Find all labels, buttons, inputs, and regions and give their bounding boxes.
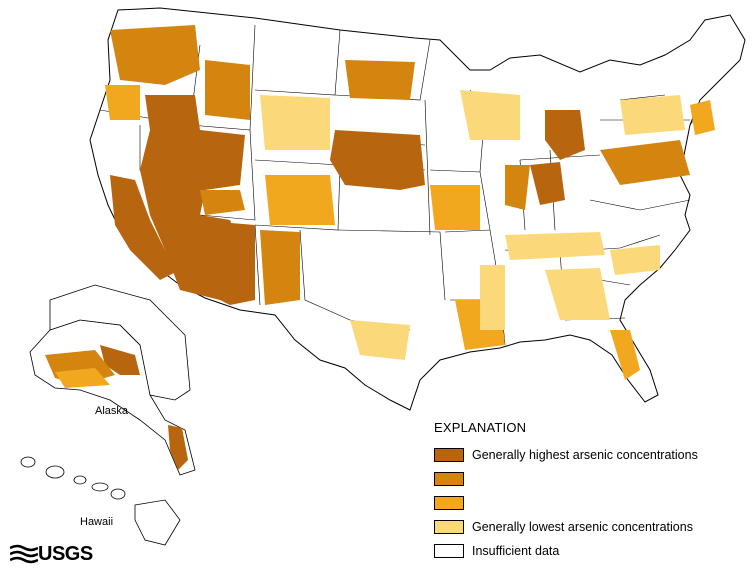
level-4-area-mississippi [480, 265, 505, 330]
legend-item-1: Generally highest arsenic concentrations [430, 443, 750, 467]
level-4-area-wisconsin [460, 90, 520, 140]
legend-title: EXPLANATION [434, 420, 527, 435]
level-1-area-california [110, 175, 180, 280]
legend-item-2 [430, 467, 750, 491]
level-4-area-newyork [620, 95, 685, 135]
level-2-area-dakota [345, 60, 415, 100]
legend-swatch-5 [434, 544, 464, 558]
level-4-area-georgia [545, 268, 610, 320]
level-4-area-kentucky [505, 232, 605, 260]
legend-swatch-4 [434, 520, 464, 534]
level-1-area-michigan [545, 110, 585, 160]
legend-item-3 [430, 491, 750, 515]
alaska-label: Alaska [95, 405, 129, 417]
level-3-area-newengland [690, 100, 715, 135]
usgs-logo: USGS [10, 543, 93, 565]
level-2-area-indiana [505, 165, 530, 210]
legend-label-4: Generally lowest arsenic concentrations [472, 520, 693, 534]
level-3-area-missouri [430, 185, 480, 230]
level-1-area-ohio [530, 162, 565, 205]
level-3-area-alaska [55, 368, 110, 388]
level-1-area-panhandle [168, 425, 188, 470]
usgs-logo-text: USGS [38, 542, 93, 565]
legend-item-4: Generally lowest arsenic concentrations [430, 515, 750, 539]
level-1-area-arizona [195, 220, 255, 305]
level-2-area-pennsylvania [600, 140, 690, 185]
hawaii-islands [20, 456, 181, 546]
legend-label-5: Insufficient data [472, 544, 560, 558]
level-2-area-nevada-south [200, 190, 245, 215]
legend-item-5: Insufficient data [430, 539, 750, 563]
alaska-northwest-outline [49, 284, 191, 401]
level-4-area-carolina [610, 245, 660, 275]
legend-swatch-1 [434, 448, 464, 462]
usgs-wave-logo-icon [10, 544, 38, 564]
level-2-area-idaho [205, 60, 250, 120]
hawaii-label: Hawaii [80, 516, 114, 528]
level-4-area-texas [350, 320, 410, 360]
legend-swatch-3 [434, 496, 464, 510]
legend-swatch-2 [434, 472, 464, 486]
level-1-area-alaska [100, 345, 140, 375]
level-2-area-newmexico [260, 230, 300, 305]
arsenic-concentration-areas [45, 25, 715, 470]
legend: EXPLANATION Generally highest arsenic co… [430, 420, 750, 563]
level-3-area-florida [610, 330, 640, 380]
level-3-area-colorado [265, 175, 335, 225]
level-3-area-oregon [105, 85, 140, 120]
legend-label-1: Generally highest arsenic concentrations [472, 448, 698, 462]
level-2-area-northwest [110, 25, 200, 85]
level-1-area-plains [330, 130, 425, 190]
level-4-area-montana [260, 95, 330, 150]
